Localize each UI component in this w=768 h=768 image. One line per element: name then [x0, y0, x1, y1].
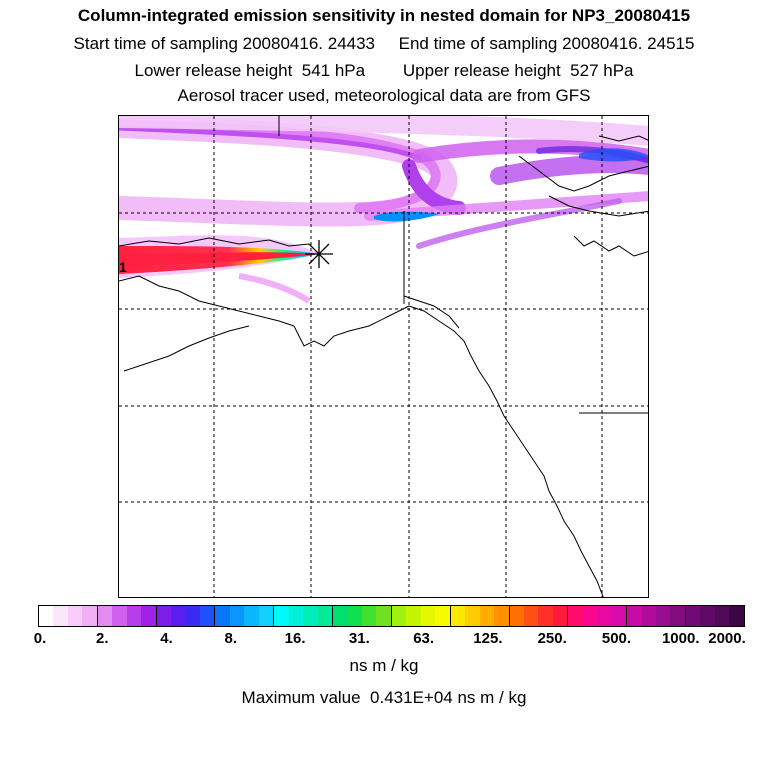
plot-title: Column-integrated emission sensitivity i… — [77, 6, 691, 25]
colorbar-segment — [229, 606, 245, 626]
colorbar-segment — [670, 606, 686, 626]
release-label: 1 — [119, 259, 127, 275]
colorbar-tick-label: 16. — [284, 630, 306, 647]
colorbar-segment — [112, 606, 127, 626]
sensitivity-blue-core — [374, 211, 439, 222]
colorbar-segment — [199, 606, 216, 626]
colorbar-segment — [523, 606, 539, 626]
colorbar-segment — [685, 606, 701, 626]
tracer-info-line: Aerosol tracer used, meteorological data… — [177, 86, 591, 105]
colorbar-segment — [420, 606, 436, 626]
colorbar-segment — [714, 606, 730, 626]
coastlines — [119, 135, 648, 597]
colorbar-segment — [627, 606, 642, 626]
political-borders — [278, 116, 648, 414]
colorbar-segment — [317, 606, 334, 626]
maximum-value-note: Maximum value 0.431E+04 ns m / kg — [241, 688, 527, 707]
colorbar-segment — [656, 606, 671, 626]
colorbar-tick-labels: 0. 2. 4. 8. 16. 31. 63. 125. 250. 500. 1000. 2000. — [0, 630, 768, 650]
sensitivity-band-north — [119, 116, 648, 249]
release-point-marker — [305, 240, 333, 268]
colorbar-segment — [82, 606, 98, 626]
colorbar-tick-label: 4. — [160, 630, 173, 647]
colorbar-tick-label: 1000. — [661, 630, 700, 647]
release-height-line: Lower release height 541 hPa Upper relea… — [134, 61, 634, 80]
colorbar-segment — [465, 606, 480, 626]
colorbar-segment — [126, 606, 142, 626]
colorbar-segment — [53, 606, 68, 626]
colorbar-segment — [185, 606, 200, 626]
colorbar-segment — [141, 606, 157, 626]
colorbar-segment — [376, 606, 392, 626]
colorbar-segment — [303, 606, 318, 626]
colorbar-tick-label: 2. — [96, 630, 109, 647]
colorbar-segment — [479, 606, 495, 626]
colorbar-tick-label: 8. — [224, 630, 238, 647]
map-canvas: 1 — [119, 116, 648, 597]
colorbar-segment — [258, 606, 275, 626]
colorbar-segment — [156, 606, 172, 626]
colorbar-segment — [568, 606, 583, 626]
colorbar-segment — [361, 606, 377, 626]
sampling-time-line: Start time of sampling 20080416. 24433 E… — [73, 34, 695, 53]
colorbar-segment — [391, 606, 407, 626]
colorbar-segment — [215, 606, 230, 626]
colorbar-tick-label: 63. — [413, 630, 435, 647]
colorbar-tick-label: 31. — [348, 630, 370, 647]
colorbar-segment — [171, 606, 186, 626]
colorbar-segment — [333, 606, 348, 626]
colorbar-units: ns m / kg — [349, 656, 419, 675]
colorbar-segment — [288, 606, 304, 626]
colorbar-segment — [552, 606, 569, 626]
colorbar-segment — [582, 606, 598, 626]
colorbar-segment — [274, 606, 289, 626]
colorbar-tick-label: 500. — [601, 630, 632, 647]
colorbar-segment — [347, 606, 362, 626]
colorbar-segment — [450, 606, 466, 626]
colorbar-segment — [700, 606, 715, 626]
sensitivity-plume — [119, 235, 319, 304]
colorbar-tick-label: 2000. — [708, 630, 746, 647]
colorbar-tick-label: 250. — [537, 630, 567, 647]
colorbar-segment — [39, 606, 54, 626]
colorbar-segment — [97, 606, 113, 626]
colorbar-tick-label: 0. — [33, 630, 47, 647]
colorbar — [38, 605, 745, 627]
lat-lon-grid — [119, 116, 648, 597]
colorbar-segment — [406, 606, 421, 626]
colorbar-tick-label: 125. — [473, 630, 503, 647]
colorbar-segment — [538, 606, 553, 626]
sensitivity-map: 1 — [118, 115, 649, 598]
colorbar-segment — [435, 606, 451, 626]
colorbar-segment — [597, 606, 612, 626]
colorbar-segment — [244, 606, 259, 626]
colorbar-segment — [641, 606, 657, 626]
colorbar-segment — [509, 606, 524, 626]
colorbar-segment — [494, 606, 510, 626]
colorbar-segment — [67, 606, 83, 626]
colorbar-segment — [611, 606, 628, 626]
colorbar-segment — [729, 606, 744, 626]
